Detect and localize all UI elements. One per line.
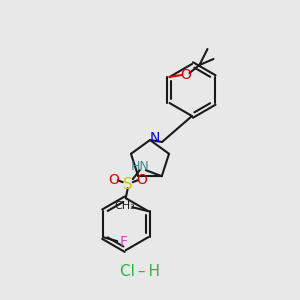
Text: N: N [150, 131, 160, 145]
Text: F: F [119, 235, 127, 249]
Text: O: O [108, 173, 119, 187]
Text: O: O [180, 68, 191, 82]
Text: O: O [136, 173, 147, 187]
Text: CH₃: CH₃ [114, 201, 135, 211]
Text: S: S [123, 177, 133, 192]
Text: HN: HN [130, 160, 149, 173]
Text: Cl – H: Cl – H [120, 265, 160, 280]
